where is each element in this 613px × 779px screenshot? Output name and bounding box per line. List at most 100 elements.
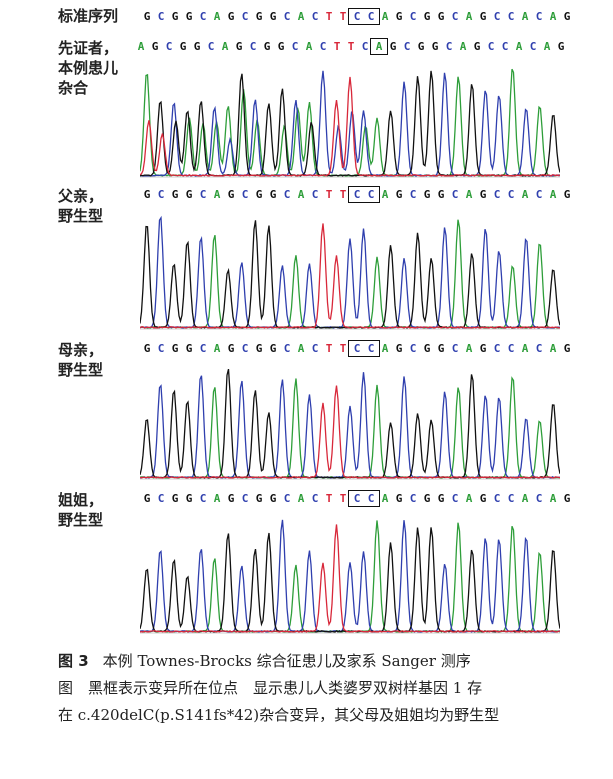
base-G: G	[143, 188, 151, 201]
base-G: G	[185, 10, 193, 23]
base-G: G	[423, 342, 431, 355]
base-C: C	[501, 40, 509, 53]
base-G: G	[269, 188, 277, 201]
base-C: C	[157, 342, 165, 355]
base-C: C	[157, 492, 165, 505]
base-G: G	[171, 10, 179, 23]
base-G: G	[431, 40, 439, 53]
base-C: C	[403, 40, 411, 53]
base-G: G	[255, 10, 263, 23]
base-C: C	[311, 188, 319, 201]
base-G: G	[395, 492, 403, 505]
base-C: C	[199, 342, 207, 355]
base-G: G	[437, 492, 445, 505]
base-A: A	[549, 188, 557, 201]
base-C: C	[507, 188, 515, 201]
base-C: C	[165, 40, 173, 53]
chromatogram-father	[140, 200, 560, 330]
chromatogram-sister	[140, 504, 560, 634]
base-G: G	[479, 492, 487, 505]
base-A: A	[549, 10, 557, 23]
base-C: C	[367, 492, 375, 505]
base-C: C	[507, 342, 515, 355]
base-G: G	[277, 40, 285, 53]
caption-line-2: 图 黑框表示变异所在位点 显示患儿人类婆罗双树样基因 1 存	[58, 679, 483, 697]
base-A: A	[549, 492, 557, 505]
base-A: A	[297, 188, 305, 201]
base-G: G	[171, 188, 179, 201]
base-G: G	[389, 40, 397, 53]
base-A: A	[375, 40, 383, 53]
base-C: C	[311, 492, 319, 505]
chromatogram-proband	[140, 52, 560, 178]
base-G: G	[479, 188, 487, 201]
base-G: G	[255, 492, 263, 505]
base-C: C	[409, 188, 417, 201]
base-G: G	[227, 342, 235, 355]
base-C: C	[451, 188, 459, 201]
label-proband: 先证者， 本例患儿 杂合	[58, 39, 119, 97]
base-T: T	[339, 10, 347, 23]
base-G: G	[473, 40, 481, 53]
base-A: A	[521, 342, 529, 355]
base-C: C	[199, 188, 207, 201]
base-C: C	[353, 492, 361, 505]
base-C: C	[283, 188, 291, 201]
base-A: A	[297, 10, 305, 23]
base-A: A	[381, 492, 389, 505]
base-G: G	[395, 188, 403, 201]
base-A: A	[381, 10, 389, 23]
base-C: C	[157, 10, 165, 23]
base-G: G	[437, 188, 445, 201]
base-C: C	[311, 10, 319, 23]
base-C: C	[409, 342, 417, 355]
base-C: C	[445, 40, 453, 53]
base-C: C	[241, 492, 249, 505]
base-A: A	[297, 492, 305, 505]
base-G: G	[143, 492, 151, 505]
figure-caption: 图 3 本例 Townes-Brocks 综合征患儿及家系 Sanger 测序 图…	[58, 648, 578, 729]
trace-line-C	[140, 519, 560, 633]
base-A: A	[549, 342, 557, 355]
base-C: C	[199, 492, 207, 505]
base-G: G	[563, 10, 571, 23]
base-C: C	[493, 342, 501, 355]
trace-mother	[140, 368, 560, 480]
base-T: T	[325, 342, 333, 355]
base-G: G	[479, 342, 487, 355]
base-G: G	[227, 188, 235, 201]
base-A: A	[459, 40, 467, 53]
base-A: A	[465, 492, 473, 505]
base-A: A	[221, 40, 229, 53]
base-A: A	[305, 40, 313, 53]
base-C: C	[493, 492, 501, 505]
chromatogram-mother	[140, 354, 560, 480]
base-G: G	[263, 40, 271, 53]
base-G: G	[423, 492, 431, 505]
base-A: A	[465, 342, 473, 355]
base-C: C	[487, 40, 495, 53]
base-G: G	[143, 10, 151, 23]
base-C: C	[529, 40, 537, 53]
base-C: C	[367, 342, 375, 355]
base-C: C	[493, 188, 501, 201]
base-A: A	[521, 188, 529, 201]
base-G: G	[235, 40, 243, 53]
base-C: C	[451, 10, 459, 23]
base-T: T	[325, 492, 333, 505]
base-C: C	[535, 342, 543, 355]
base-C: C	[241, 188, 249, 201]
base-C: C	[535, 10, 543, 23]
base-T: T	[333, 40, 341, 53]
base-G: G	[437, 342, 445, 355]
base-G: G	[563, 342, 571, 355]
base-C: C	[451, 342, 459, 355]
base-G: G	[423, 188, 431, 201]
base-G: G	[227, 10, 235, 23]
